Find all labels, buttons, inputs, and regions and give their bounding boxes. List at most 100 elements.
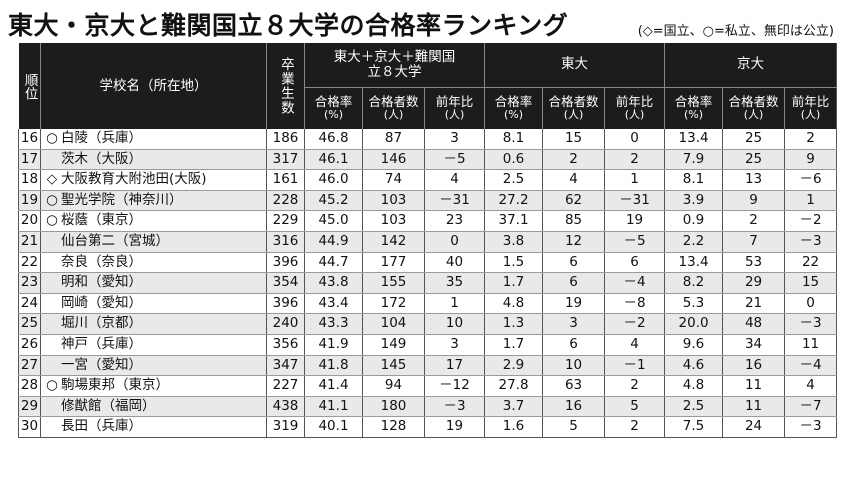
school-name: 駒場東邦（東京） bbox=[61, 377, 169, 394]
table-row: 26 神戸（兵庫） 356 41.9 149 3 1.7 6 4 9.6 34 11 bbox=[18, 334, 838, 356]
graduates-cell: 228 bbox=[266, 190, 305, 212]
header-graduates: 卒業生数 bbox=[266, 43, 305, 129]
kyodai-count-cell: 13 bbox=[722, 169, 785, 191]
school-name: 神戸（兵庫） bbox=[61, 335, 142, 352]
school-cell: 堀川（京都） bbox=[40, 313, 267, 335]
todai-yoy-cell: 1 bbox=[604, 169, 665, 191]
school-type-mark: ○ bbox=[46, 212, 58, 229]
all-yoy-cell: 23 bbox=[423, 210, 485, 232]
all-rate-cell: 40.1 bbox=[304, 416, 363, 438]
table-row: 20 ○ 桜蔭（東京） 229 45.0 103 23 37.1 85 19 0.9 2 －2 bbox=[18, 210, 838, 232]
all-rate-cell: 43.3 bbox=[304, 313, 363, 335]
school-name: 堀川（京都） bbox=[61, 315, 142, 332]
kyodai-count-cell: 25 bbox=[722, 129, 785, 150]
rank-cell: 19 bbox=[18, 190, 41, 212]
all-yoy-cell: －31 bbox=[423, 190, 485, 212]
all-rate-cell: 41.9 bbox=[304, 334, 363, 356]
kyodai-rate-cell: 2.2 bbox=[664, 231, 723, 253]
all-count-cell: 180 bbox=[362, 396, 425, 418]
graduates-cell: 161 bbox=[266, 169, 305, 191]
rank-cell: 25 bbox=[18, 313, 41, 335]
school-cell: ○ 聖光学院（神奈川） bbox=[40, 190, 267, 212]
school-cell: 仙台第二（宮城） bbox=[40, 231, 267, 253]
kyodai-count-cell: 24 bbox=[722, 416, 785, 438]
school-type-mark: ○ bbox=[46, 377, 58, 394]
todai-count-cell: 16 bbox=[542, 396, 605, 418]
todai-yoy-cell: －1 bbox=[604, 355, 665, 377]
all-rate-cell: 43.4 bbox=[304, 293, 363, 315]
all-count-cell: 87 bbox=[362, 129, 425, 150]
graduates-cell: 316 bbox=[266, 231, 305, 253]
all-yoy-cell: －12 bbox=[423, 375, 485, 397]
todai-yoy-cell: 5 bbox=[604, 396, 665, 418]
school-cell: ○ 駒場東邦（東京） bbox=[40, 375, 267, 397]
all-yoy-cell: －3 bbox=[423, 396, 485, 418]
all-count-cell: 149 bbox=[362, 334, 425, 356]
all-rate-cell: 43.8 bbox=[304, 272, 363, 294]
all-count-cell: 103 bbox=[362, 190, 425, 212]
todai-rate-cell: 1.6 bbox=[484, 416, 543, 438]
school-cell: 明和（愛知） bbox=[40, 272, 267, 294]
school-name: 一宮（愛知） bbox=[61, 356, 142, 373]
kyodai-rate-cell: 3.9 bbox=[664, 190, 723, 212]
school-cell: 一宮（愛知） bbox=[40, 355, 267, 377]
rank-cell: 16 bbox=[18, 129, 41, 150]
all-rate-cell: 41.8 bbox=[304, 355, 363, 377]
all-rate-cell: 46.0 bbox=[304, 169, 363, 191]
todai-rate-cell: 4.8 bbox=[484, 293, 543, 315]
todai-count-cell: 2 bbox=[542, 149, 605, 171]
graduates-cell: 240 bbox=[266, 313, 305, 335]
todai-yoy-cell: 2 bbox=[604, 375, 665, 397]
todai-rate-cell: 1.7 bbox=[484, 272, 543, 294]
kyodai-count-cell: 25 bbox=[722, 149, 785, 171]
kyodai-yoy-cell: 0 bbox=[784, 293, 838, 315]
school-cell: 神戸（兵庫） bbox=[40, 334, 267, 356]
todai-count-cell: 85 bbox=[542, 210, 605, 232]
table-row: 28 ○ 駒場東邦（東京） 227 41.4 94 －12 27.8 63 2 4.8 11 4 bbox=[18, 375, 838, 397]
kyodai-rate-cell: 7.5 bbox=[664, 416, 723, 438]
kyodai-yoy-cell: －7 bbox=[784, 396, 838, 418]
table-row: 22 奈良（奈良） 396 44.7 177 40 1.5 6 6 13.4 53 22 bbox=[18, 252, 838, 274]
graduates-cell: 319 bbox=[266, 416, 305, 438]
graduates-cell: 229 bbox=[266, 210, 305, 232]
kyodai-yoy-cell: －4 bbox=[784, 355, 838, 377]
graduates-cell: 396 bbox=[266, 252, 305, 274]
kyodai-yoy-cell: 1 bbox=[784, 190, 838, 212]
school-name: 仙台第二（宮城） bbox=[61, 233, 169, 250]
all-yoy-cell: 35 bbox=[423, 272, 485, 294]
todai-rate-cell: 8.1 bbox=[484, 129, 543, 150]
all-count-cell: 142 bbox=[362, 231, 425, 253]
kyodai-count-cell: 48 bbox=[722, 313, 785, 335]
kyodai-count-cell: 21 bbox=[722, 293, 785, 315]
all-yoy-cell: 10 bbox=[423, 313, 485, 335]
kyodai-rate-cell: 0.9 bbox=[664, 210, 723, 232]
rank-cell: 29 bbox=[18, 396, 41, 418]
all-yoy-cell: －5 bbox=[423, 149, 485, 171]
kyodai-rate-cell: 8.2 bbox=[664, 272, 723, 294]
kyodai-yoy-cell: 11 bbox=[784, 334, 838, 356]
table-row: 21 仙台第二（宮城） 316 44.9 142 0 3.8 12 －5 2.2 7 －3 bbox=[18, 231, 838, 253]
header-all-yoy: 前年比 (人) bbox=[423, 87, 485, 129]
header-kyodai-rate: 合格率 (%) bbox=[664, 87, 723, 129]
kyodai-yoy-cell: －3 bbox=[784, 416, 838, 438]
all-rate-cell: 45.0 bbox=[304, 210, 363, 232]
kyodai-count-cell: 11 bbox=[722, 396, 785, 418]
todai-count-cell: 5 bbox=[542, 416, 605, 438]
kyodai-rate-cell: 4.6 bbox=[664, 355, 723, 377]
all-rate-cell: 46.1 bbox=[304, 149, 363, 171]
school-name: 明和（愛知） bbox=[61, 274, 142, 291]
all-yoy-cell: 3 bbox=[423, 334, 485, 356]
all-count-cell: 155 bbox=[362, 272, 425, 294]
school-name: 長田（兵庫） bbox=[61, 418, 142, 435]
school-cell: 修猷館（福岡） bbox=[40, 396, 267, 418]
kyodai-count-cell: 9 bbox=[722, 190, 785, 212]
todai-count-cell: 19 bbox=[542, 293, 605, 315]
all-rate-cell: 41.4 bbox=[304, 375, 363, 397]
school-cell: ◇ 大阪教育大附池田(大阪) bbox=[40, 169, 267, 191]
table-row: 17 茨木（大阪） 317 46.1 146 －5 0.6 2 2 7.9 25 9 bbox=[18, 149, 838, 171]
all-count-cell: 128 bbox=[362, 416, 425, 438]
graduates-cell: 354 bbox=[266, 272, 305, 294]
todai-yoy-cell: －2 bbox=[604, 313, 665, 335]
todai-rate-cell: 1.3 bbox=[484, 313, 543, 335]
todai-count-cell: 6 bbox=[542, 272, 605, 294]
